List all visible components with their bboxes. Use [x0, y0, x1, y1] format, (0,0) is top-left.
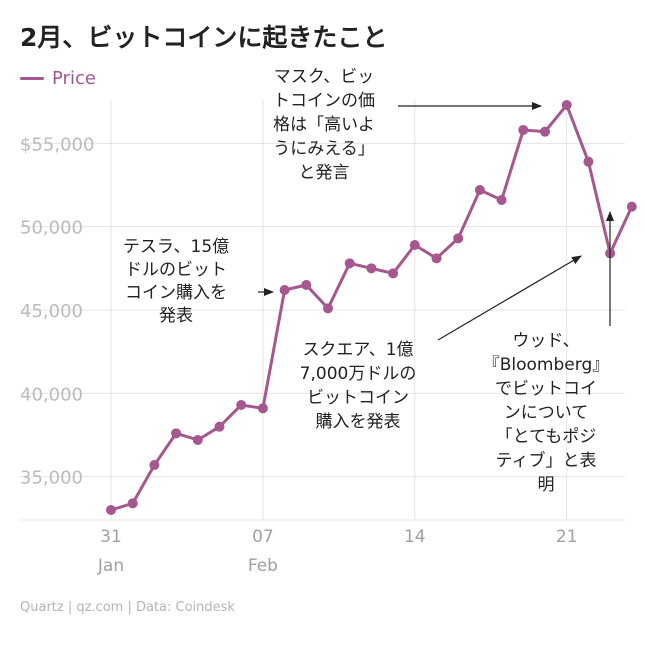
- data-point: [344, 258, 355, 269]
- data-point: [301, 280, 312, 290]
- data-point: [214, 421, 225, 432]
- annotation-text: マスク、ビッ: [274, 67, 374, 87]
- annotation-text: テスラ、15億: [123, 237, 229, 257]
- legend: Price: [20, 68, 96, 89]
- data-point: [474, 185, 485, 195]
- data-point: [518, 125, 529, 135]
- x-axis: 31 Jan 07 Feb 14 21: [97, 527, 578, 576]
- data-point: [496, 195, 507, 205]
- data-point: [257, 403, 268, 414]
- annotation-text: スクエア、1億: [302, 340, 413, 360]
- data-point: [236, 400, 247, 410]
- gridlines: [20, 100, 625, 521]
- price-series: [106, 100, 637, 515]
- y-axis: $55,000 50,000 45,000 40,000 35,000: [20, 134, 94, 488]
- annotation-text: と発言: [299, 163, 350, 183]
- data-point: [583, 156, 594, 167]
- data-point: [171, 428, 182, 439]
- data-point: [366, 263, 377, 274]
- annotation-text: ビットコイン: [307, 388, 409, 408]
- data-point: [626, 201, 637, 212]
- x-tick-label: 07: [252, 527, 274, 547]
- legend-swatch: [20, 77, 44, 80]
- annotation-text: 明: [538, 475, 555, 495]
- data-point: [388, 268, 399, 279]
- x-tick-label: 21: [556, 527, 578, 547]
- annotation-text: トコインの価: [273, 91, 375, 111]
- source-credit: Quartz | qz.com | Data: Coindesk: [20, 600, 235, 615]
- annotation-text: コイン購入を: [125, 283, 227, 303]
- annotation-text: ンについて: [504, 403, 589, 423]
- x-tick-sublabel: Jan: [97, 556, 124, 576]
- annotation-text: 格は「高いよ: [273, 115, 375, 135]
- annotation-text: ウッド、: [512, 331, 579, 351]
- annotation-text: 発表: [159, 306, 193, 326]
- y-tick-label: 45,000: [20, 301, 83, 322]
- chart-title: 2月、ビットコインに起きたこと: [20, 23, 388, 52]
- annotation-text: 『Bloomberg』: [483, 355, 609, 375]
- data-point: [279, 285, 290, 295]
- annotation-text: うにみえる」: [273, 139, 375, 159]
- x-tick-label: 31: [100, 527, 122, 547]
- annotation-text: 「とてもポジ: [496, 427, 597, 447]
- y-tick-label: 40,000: [20, 384, 83, 405]
- data-point: [323, 303, 333, 314]
- data-point: [149, 460, 160, 470]
- annotation-text: ティブ」と表: [496, 450, 597, 471]
- data-point: [192, 435, 203, 445]
- data-point: [540, 126, 550, 137]
- x-tick-label: 14: [404, 527, 426, 547]
- x-tick-sublabel: Feb: [248, 556, 278, 576]
- y-tick-label: $55,000: [20, 134, 94, 155]
- data-point: [453, 233, 464, 244]
- data-point: [127, 498, 138, 509]
- data-point: [106, 505, 116, 515]
- data-point: [431, 253, 442, 264]
- y-tick-label: 35,000: [20, 468, 83, 489]
- legend-label-price: Price: [52, 68, 96, 89]
- annotation-text: でビットコイ: [495, 379, 597, 399]
- y-tick-label: 50,000: [20, 218, 83, 239]
- annotation-text: 購入を発表: [316, 412, 401, 432]
- data-point: [561, 100, 572, 110]
- annotation-text: 7,000万ドルの: [300, 364, 417, 384]
- data-point: [409, 240, 420, 250]
- annotation-arrow: [437, 255, 582, 341]
- annotation-text: ドルのビット: [125, 260, 227, 280]
